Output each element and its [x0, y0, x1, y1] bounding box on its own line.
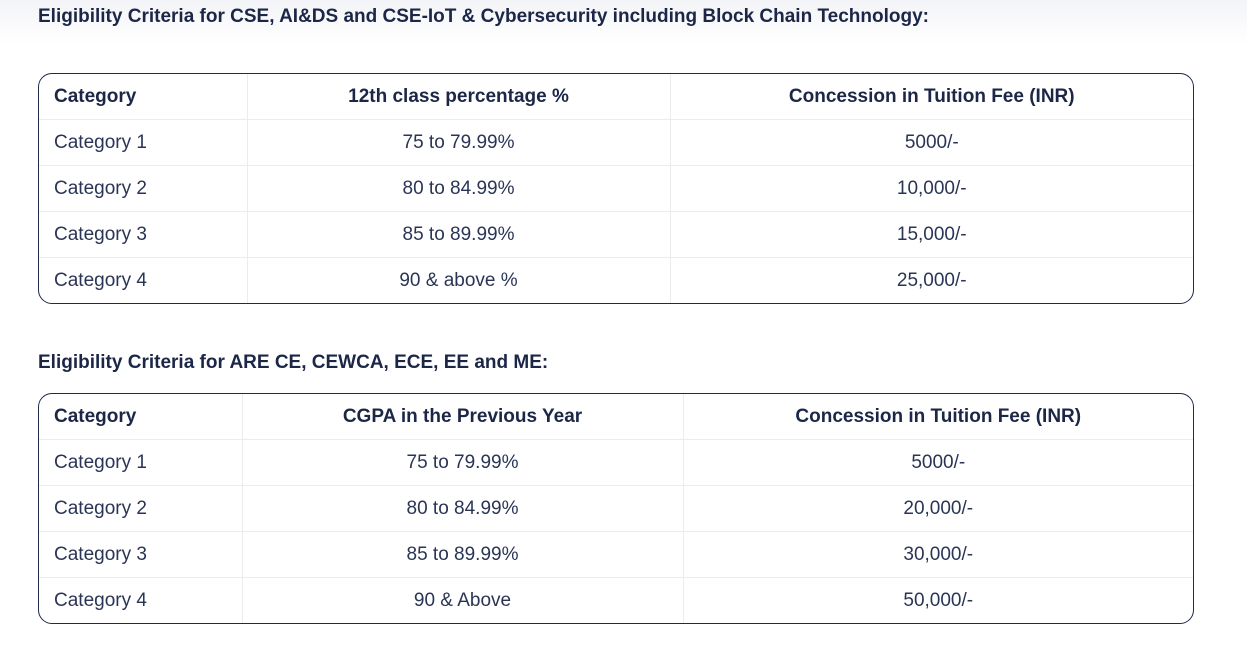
cell-category: Category 3: [39, 531, 242, 578]
table-row: Category 2 80 to 84.99% 20,000/-: [39, 485, 1193, 532]
table-engineering-eligibility: Category CGPA in the Previous Year Conce…: [38, 393, 1194, 624]
cell-concession: 5000/-: [669, 119, 1193, 166]
cell-category: Category 2: [39, 165, 247, 212]
cell-category: Category 2: [39, 485, 242, 532]
cell-category: Category 3: [39, 211, 247, 258]
cell-percentage: 80 to 84.99%: [246, 165, 670, 212]
cell-concession: 5000/-: [682, 439, 1193, 486]
section-title-engineering: Eligibility Criteria for ARE CE, CEWCA, …: [38, 352, 549, 373]
header-concession: Concession in Tuition Fee (INR): [669, 74, 1193, 120]
cell-cgpa: 90 & Above: [241, 577, 683, 623]
table-row: Category 4 90 & above % 25,000/-: [39, 257, 1193, 303]
table-row: Category 2 80 to 84.99% 10,000/-: [39, 165, 1193, 212]
cell-category: Category 4: [54, 269, 147, 291]
cell-cgpa: 85 to 89.99%: [241, 531, 683, 578]
table-header-row: Category CGPA in the Previous Year Conce…: [39, 394, 1193, 440]
cell-concession: 30,000/-: [682, 531, 1193, 578]
header-percentage: 12th class percentage %: [246, 74, 670, 120]
criteria-table: Category 12th class percentage % Concess…: [39, 74, 1193, 303]
table-header-row: Category 12th class percentage % Concess…: [39, 74, 1193, 120]
table-row: Category 4 90 & Above 50,000/-: [39, 577, 1193, 623]
section-title-cse: Eligibility Criteria for CSE, AI&DS and …: [38, 6, 930, 27]
header-category: Category: [39, 74, 247, 120]
header-cgpa: CGPA in the Previous Year: [241, 394, 683, 440]
header-concession: Concession in Tuition Fee (INR): [682, 394, 1193, 440]
cell-category: Category 1: [39, 119, 247, 166]
criteria-table: Category CGPA in the Previous Year Conce…: [39, 394, 1193, 623]
cell-concession: 20,000/-: [682, 485, 1193, 532]
table-cse-eligibility: Category 12th class percentage % Concess…: [38, 73, 1194, 304]
cell-percentage: 90 & above %: [246, 257, 670, 303]
cell-concession: 15,000/-: [669, 211, 1193, 258]
cell-concession: 10,000/-: [669, 165, 1193, 212]
cell-percentage: 75 to 79.99%: [246, 119, 670, 166]
cell-concession: 25,000/-: [669, 257, 1193, 303]
top-fade: [0, 0, 1247, 44]
table-row: Category 3 85 to 89.99% 15,000/-: [39, 211, 1193, 258]
cell-concession: 50,000/-: [682, 577, 1193, 623]
cell-percentage: 85 to 89.99%: [246, 211, 670, 258]
table-row: Category 3 85 to 89.99% 30,000/-: [39, 531, 1193, 578]
header-category: Category: [39, 394, 242, 440]
table-row: Category 1 75 to 79.99% 5000/-: [39, 439, 1193, 486]
cell-cgpa: 80 to 84.99%: [241, 485, 683, 532]
cell-category: Category 1: [39, 439, 242, 486]
cell-category: Category 4: [54, 589, 147, 611]
table-row: Category 1 75 to 79.99% 5000/-: [39, 119, 1193, 166]
cell-cgpa: 75 to 79.99%: [241, 439, 683, 486]
